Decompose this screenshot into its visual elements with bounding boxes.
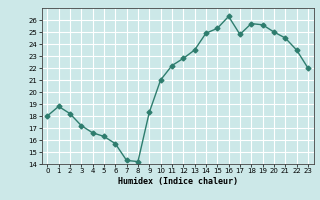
X-axis label: Humidex (Indice chaleur): Humidex (Indice chaleur) xyxy=(118,177,237,186)
